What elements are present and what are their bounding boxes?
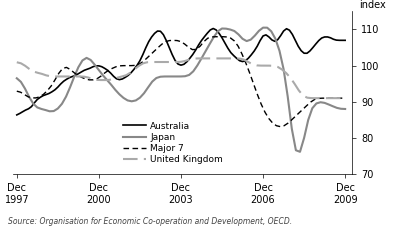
Major 7 bbox=[68, 68, 73, 71]
Japan bbox=[14, 77, 19, 80]
Major 7 bbox=[217, 35, 222, 38]
Japan bbox=[261, 26, 266, 29]
Australia bbox=[14, 114, 19, 116]
United Kingdom bbox=[103, 79, 108, 81]
Japan bbox=[220, 27, 224, 30]
Australia bbox=[322, 36, 327, 38]
Text: Source: Organisation for Economic Co-operation and Development, OECD.: Source: Organisation for Economic Co-ope… bbox=[8, 217, 292, 226]
Australia bbox=[343, 39, 347, 42]
Australia bbox=[26, 107, 31, 110]
Major 7 bbox=[179, 40, 183, 43]
United Kingdom bbox=[208, 57, 213, 60]
United Kingdom bbox=[94, 79, 99, 81]
United Kingdom bbox=[258, 64, 263, 67]
Japan bbox=[256, 30, 261, 32]
Australia bbox=[211, 27, 216, 30]
United Kingdom bbox=[14, 61, 19, 64]
Japan bbox=[298, 151, 303, 153]
United Kingdom bbox=[204, 57, 208, 60]
Australia bbox=[23, 109, 28, 111]
Australia bbox=[120, 78, 125, 80]
Japan bbox=[306, 119, 310, 121]
Major 7 bbox=[278, 125, 283, 128]
Japan bbox=[195, 64, 200, 67]
United Kingdom bbox=[318, 97, 322, 99]
Major 7 bbox=[152, 50, 157, 52]
Japan bbox=[318, 101, 323, 104]
Y-axis label: index: index bbox=[359, 0, 385, 10]
Australia bbox=[290, 33, 295, 36]
United Kingdom bbox=[145, 61, 150, 64]
United Kingdom bbox=[343, 97, 347, 99]
Japan bbox=[343, 108, 347, 110]
Australia bbox=[264, 34, 268, 36]
Major 7 bbox=[289, 118, 294, 121]
Line: Australia: Australia bbox=[17, 29, 345, 115]
Japan bbox=[285, 95, 290, 98]
Major 7 bbox=[343, 97, 347, 99]
United Kingdom bbox=[149, 61, 154, 63]
Line: Major 7: Major 7 bbox=[17, 37, 345, 127]
Legend: Australia, Japan, Major 7, United Kingdom: Australia, Japan, Major 7, United Kingdo… bbox=[119, 118, 227, 168]
Line: United Kingdom: United Kingdom bbox=[17, 58, 345, 98]
Line: Japan: Japan bbox=[17, 28, 345, 152]
Major 7 bbox=[110, 67, 115, 70]
Major 7 bbox=[14, 90, 19, 93]
Major 7 bbox=[87, 79, 92, 81]
